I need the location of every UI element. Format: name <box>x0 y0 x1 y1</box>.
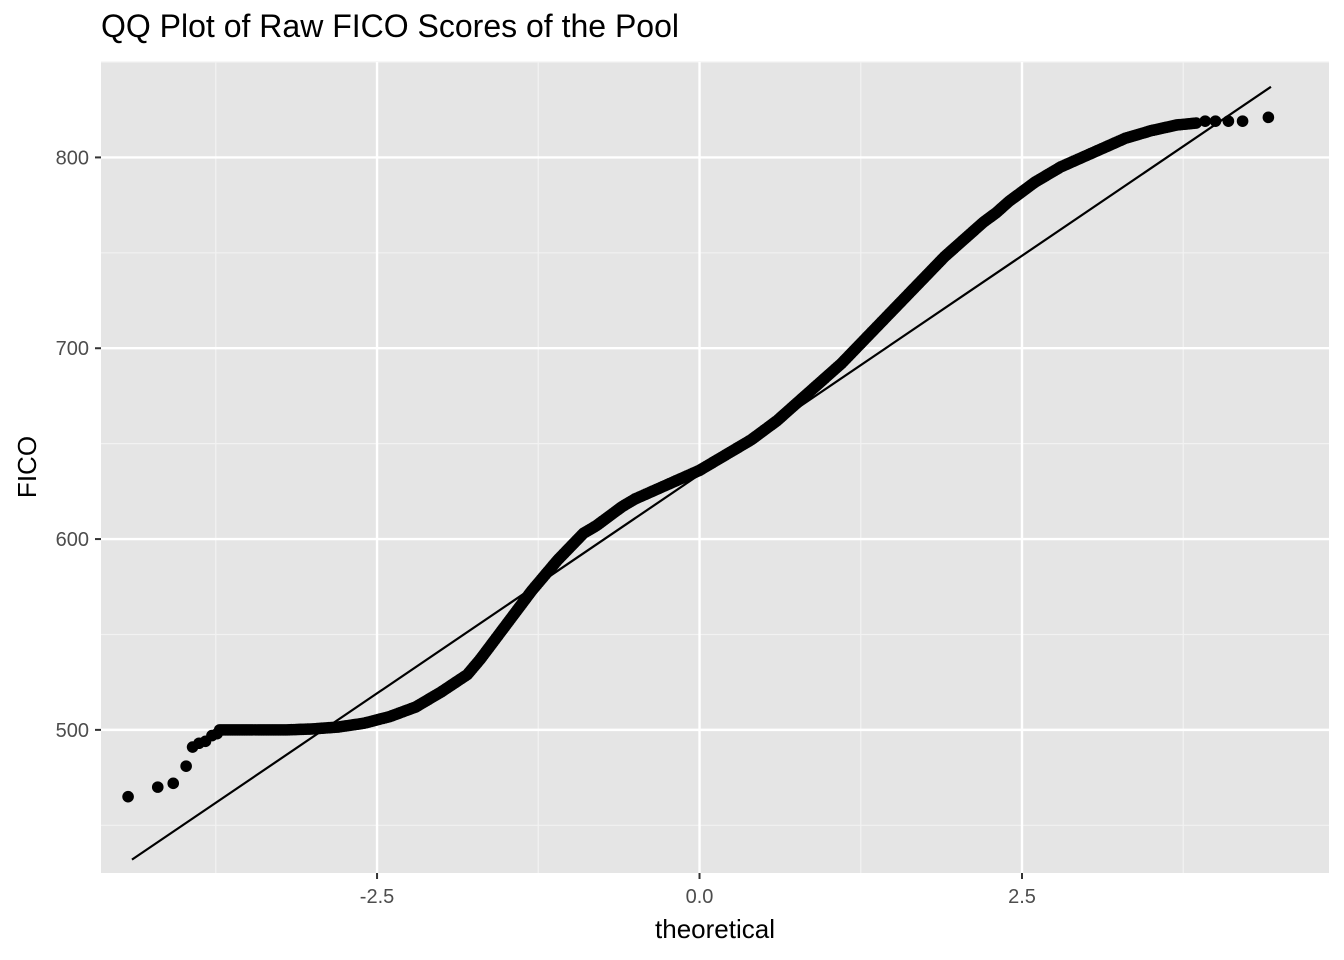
x-tick-label: -2.5 <box>360 886 394 908</box>
data-point <box>1209 115 1222 127</box>
data-point <box>122 790 134 803</box>
data-points <box>122 111 1275 803</box>
minor-gridlines <box>101 61 1329 873</box>
data-point <box>180 760 192 772</box>
x-tick-label: 2.5 <box>1008 886 1036 908</box>
y-axis-title: FICO <box>12 436 42 498</box>
data-point <box>1262 111 1275 124</box>
chart-title: QQ Plot of Raw FICO Scores of the Pool <box>101 8 679 44</box>
y-tick-label: 800 <box>56 147 89 169</box>
x-axis: -2.5 0.0 2.5 <box>360 873 1036 908</box>
y-tick-label: 500 <box>56 720 89 742</box>
data-point <box>1190 117 1202 129</box>
data-point <box>211 727 223 740</box>
x-axis-title: theoretical <box>655 914 775 944</box>
y-axis: 500 600 700 800 <box>56 147 101 742</box>
y-tick-label: 600 <box>56 529 89 551</box>
data-point <box>1222 115 1235 127</box>
data-point <box>1199 115 1211 127</box>
y-tick-label: 700 <box>56 338 89 360</box>
data-point <box>151 781 164 793</box>
x-tick-label: 0.0 <box>686 886 714 908</box>
data-point <box>1236 115 1249 127</box>
data-point <box>167 777 180 790</box>
